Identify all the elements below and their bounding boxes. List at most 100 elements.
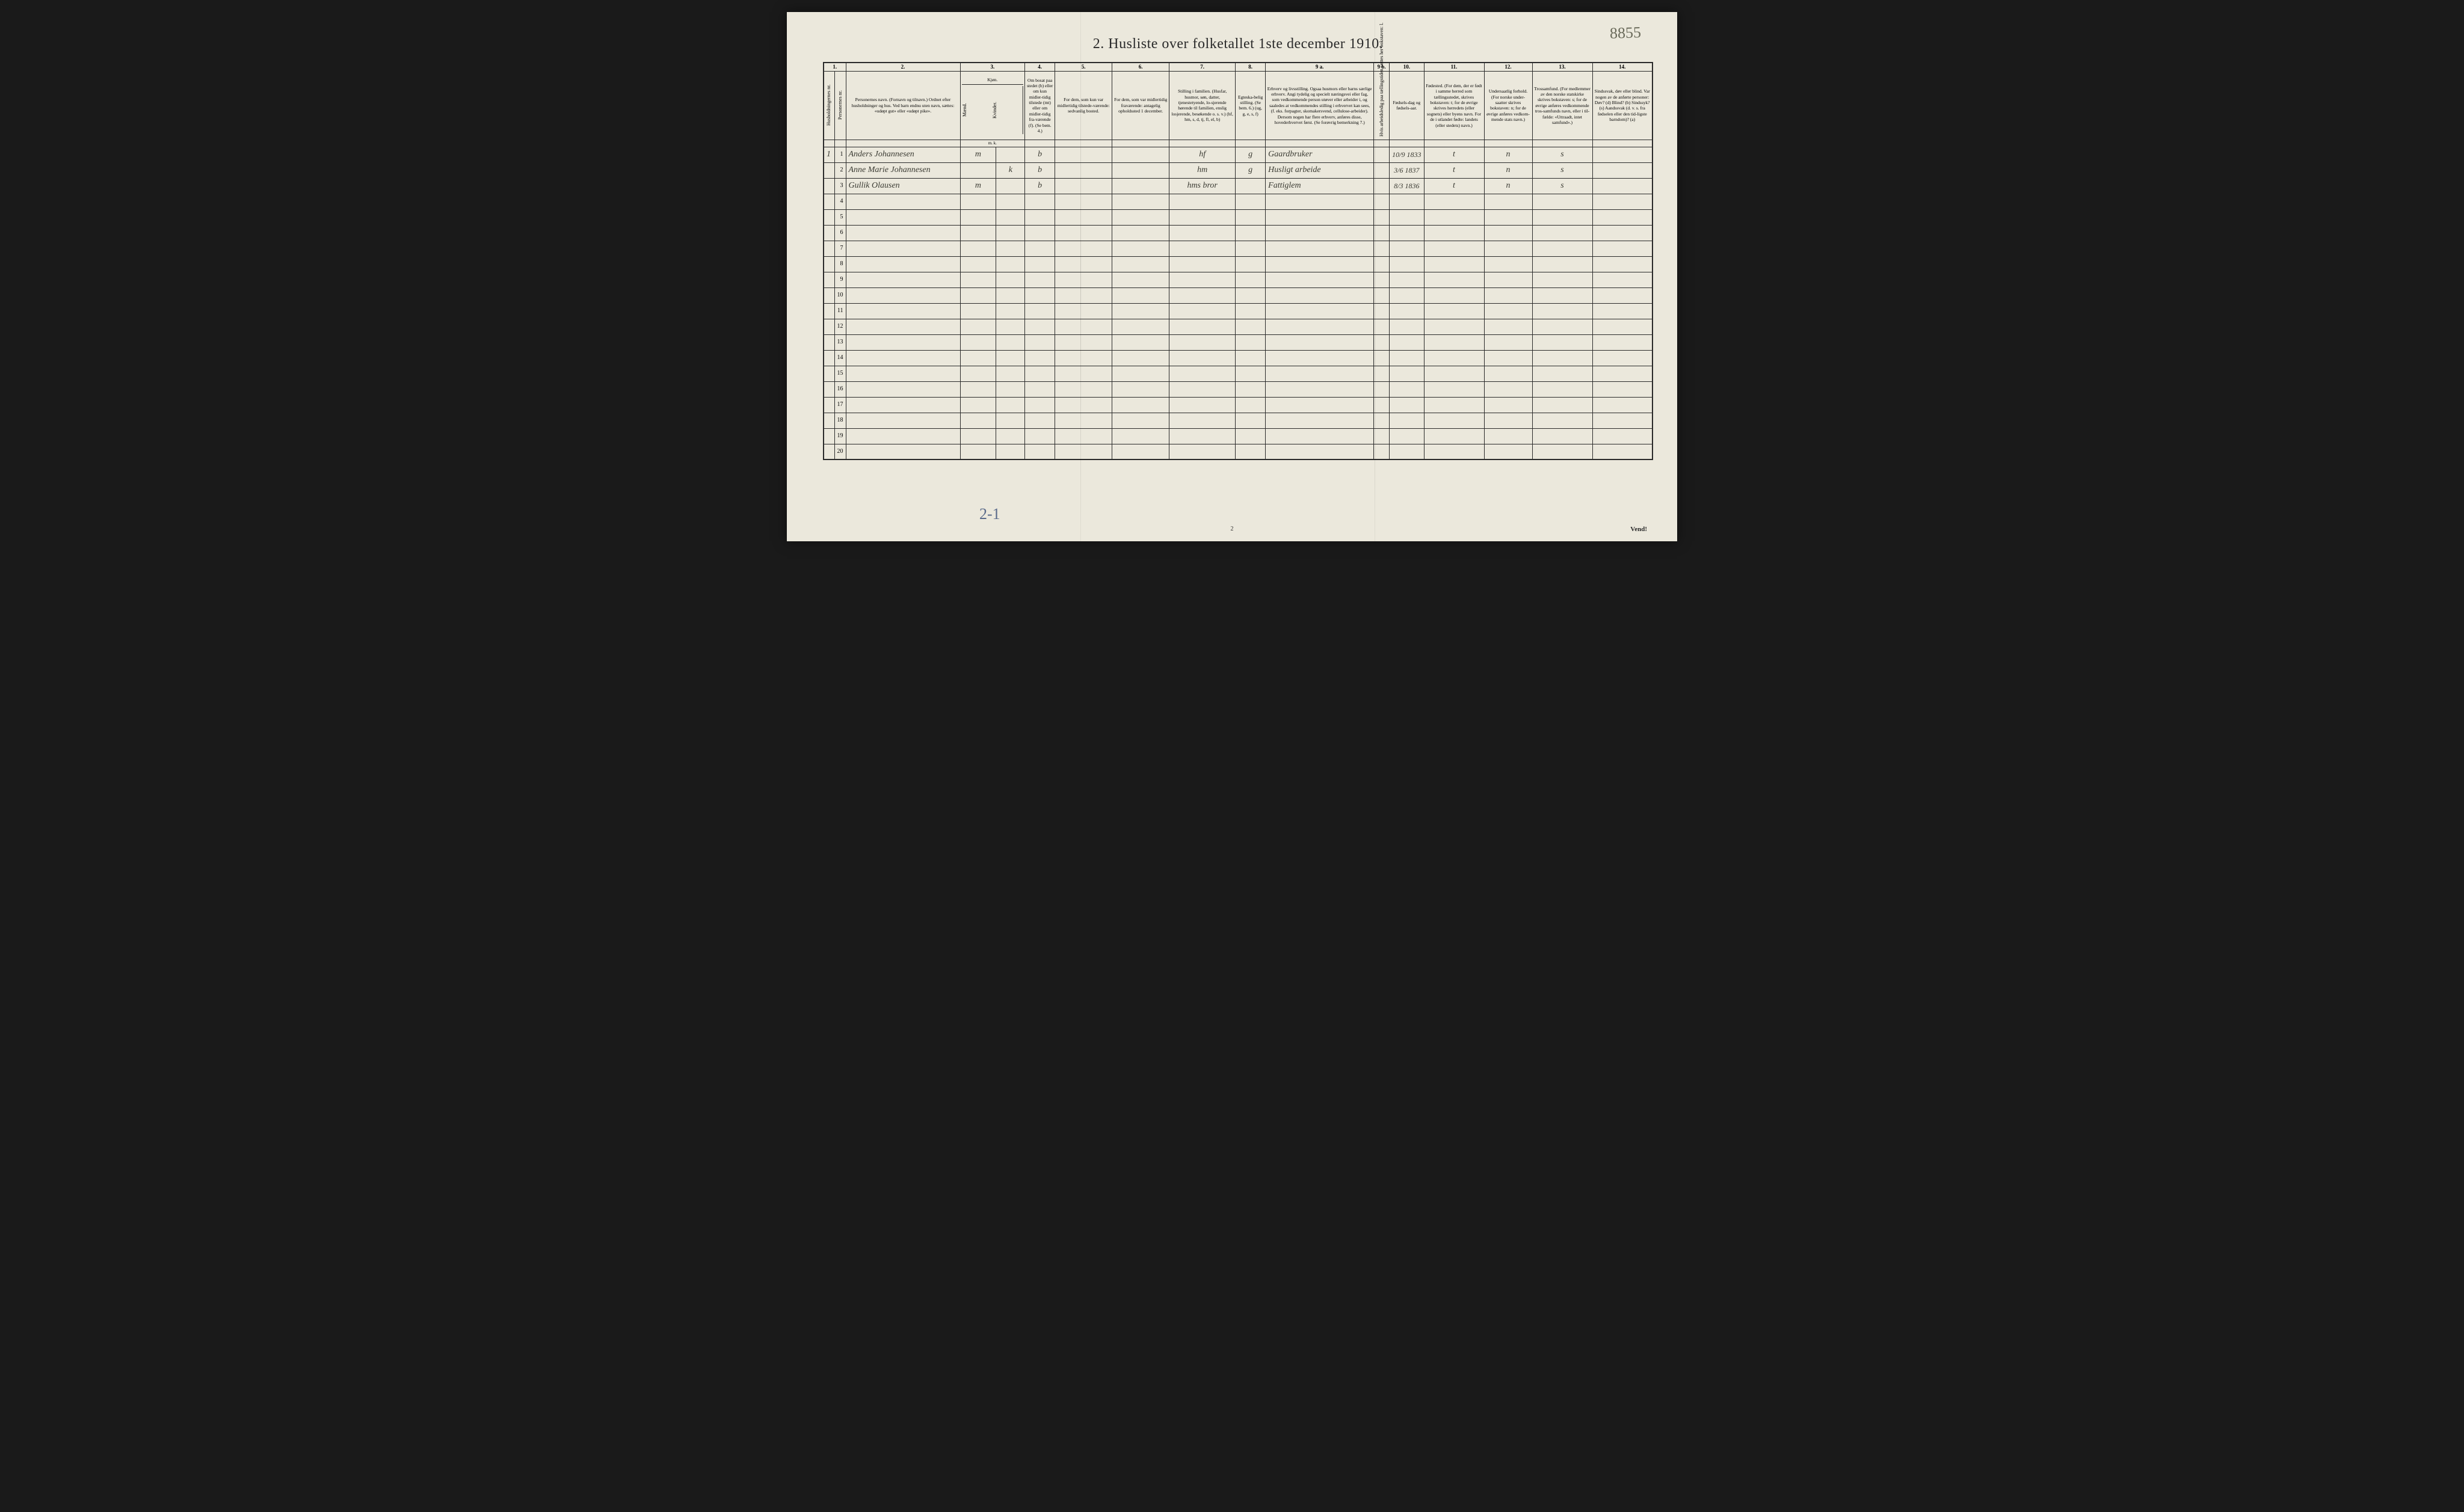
cell-disability (1592, 444, 1652, 459)
cell-nationality (1484, 319, 1532, 334)
cell-birthplace (1424, 381, 1484, 397)
header-nationality: Undersaatlig forhold. (For norske under-… (1484, 71, 1532, 140)
colnum-10: 10. (1390, 63, 1424, 71)
table-row: 2 Anne Marie Johannesen k b hm g Husligt… (824, 162, 1652, 178)
cell-name (846, 334, 960, 350)
cell-nationality (1484, 397, 1532, 413)
cell-nationality (1484, 413, 1532, 428)
subhead-blank13 (1484, 140, 1532, 147)
cell-usual-res (1055, 413, 1112, 428)
cell-family-pos (1169, 319, 1236, 334)
cell-nationality (1484, 381, 1532, 397)
cell-nationality (1484, 225, 1532, 241)
cell-whereabouts (1112, 350, 1169, 366)
cell-household (824, 303, 834, 319)
cell-disability (1592, 334, 1652, 350)
cell-family-pos (1169, 397, 1236, 413)
header-occupation: Erhverv og livsstilling. Ogsaa husmors e… (1266, 71, 1374, 140)
table-row: 20 (824, 444, 1652, 459)
cell-household (824, 381, 834, 397)
cell-sex-k (996, 178, 1025, 194)
cell-name (846, 287, 960, 303)
cell-residence (1025, 428, 1055, 444)
cell-birthdate (1390, 428, 1424, 444)
cell-usual-res (1055, 303, 1112, 319)
cell-marital (1236, 178, 1266, 194)
table-row: 15 (824, 366, 1652, 381)
cell-usual-res (1055, 147, 1112, 162)
cell-birthplace (1424, 241, 1484, 256)
cell-sex-k (996, 334, 1025, 350)
cell-birthdate (1390, 350, 1424, 366)
cell-nationality (1484, 256, 1532, 272)
cell-sex-k (996, 319, 1025, 334)
cell-disability (1592, 162, 1652, 178)
cell-religion (1532, 350, 1592, 366)
colnum-9a: 9 a. (1266, 63, 1374, 71)
cell-sex-k (996, 381, 1025, 397)
subhead-blank4 (1025, 140, 1055, 147)
cell-family-pos (1169, 209, 1236, 225)
cell-occupation (1266, 287, 1374, 303)
cell-sex-m (960, 194, 996, 209)
cell-unemployed (1374, 319, 1390, 334)
cell-residence (1025, 241, 1055, 256)
cell-sex-m (960, 428, 996, 444)
cell-religion (1532, 256, 1592, 272)
cell-sex-k (996, 350, 1025, 366)
cell-unemployed (1374, 225, 1390, 241)
cell-unemployed (1374, 209, 1390, 225)
cell-family-pos (1169, 444, 1236, 459)
subhead-blank14 (1532, 140, 1592, 147)
cell-whereabouts (1112, 272, 1169, 287)
cell-nationality (1484, 366, 1532, 381)
header-residence: Om bosat paa stedet (b) eller om kun mid… (1025, 71, 1055, 140)
cell-sex-k (996, 303, 1025, 319)
cell-name: Gullik Olausen (846, 178, 960, 194)
table-row: 16 (824, 381, 1652, 397)
cell-occupation (1266, 366, 1374, 381)
page-title: 2. Husliste over folketallet 1ste decemb… (823, 36, 1653, 52)
cell-household (824, 209, 834, 225)
cell-birthdate (1390, 303, 1424, 319)
cell-unemployed (1374, 272, 1390, 287)
header-family-position: Stilling i familien. (Husfar, husmor, sø… (1169, 71, 1236, 140)
cell-occupation (1266, 350, 1374, 366)
cell-occupation (1266, 225, 1374, 241)
subhead-blank12 (1424, 140, 1484, 147)
cell-disability (1592, 287, 1652, 303)
cell-birthdate (1390, 413, 1424, 428)
cell-birthdate (1390, 334, 1424, 350)
cell-birthplace (1424, 350, 1484, 366)
cell-whereabouts (1112, 319, 1169, 334)
cell-nationality: n (1484, 162, 1532, 178)
cell-name (846, 381, 960, 397)
cell-disability (1592, 147, 1652, 162)
cell-occupation (1266, 256, 1374, 272)
cell-religion (1532, 444, 1592, 459)
cell-family-pos (1169, 287, 1236, 303)
cell-household (824, 397, 834, 413)
census-table: 1. 2. 3. 4. 5. 6. 7. 8. 9 a. 9 b. 10. 11… (823, 62, 1653, 460)
cell-name (846, 350, 960, 366)
cell-residence (1025, 194, 1055, 209)
table-row: 6 (824, 225, 1652, 241)
cell-birthdate (1390, 256, 1424, 272)
census-page: 8855 2. Husliste over folketallet 1ste d… (787, 12, 1677, 541)
cell-residence: b (1025, 162, 1055, 178)
cell-nationality (1484, 241, 1532, 256)
cell-marital (1236, 287, 1266, 303)
cell-disability (1592, 381, 1652, 397)
cell-religion (1532, 272, 1592, 287)
cell-residence (1025, 209, 1055, 225)
cell-person-nr: 8 (834, 256, 846, 272)
cell-person-nr: 1 (834, 147, 846, 162)
cell-nationality (1484, 272, 1532, 287)
cell-occupation (1266, 209, 1374, 225)
cell-unemployed (1374, 287, 1390, 303)
cell-birthdate (1390, 287, 1424, 303)
cell-marital (1236, 381, 1266, 397)
cell-unemployed (1374, 397, 1390, 413)
cell-name (846, 366, 960, 381)
cell-unemployed (1374, 162, 1390, 178)
